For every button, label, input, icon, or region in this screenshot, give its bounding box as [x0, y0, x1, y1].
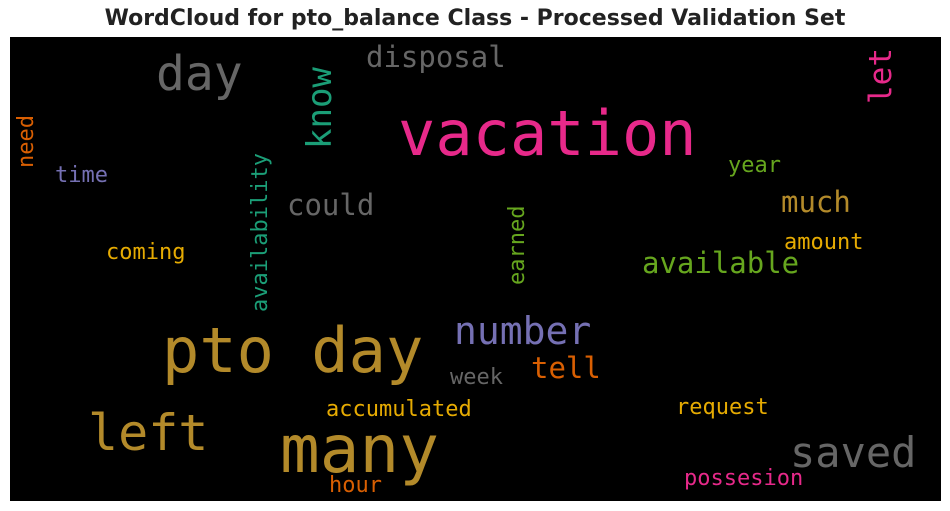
word-know: know	[300, 67, 340, 149]
word-vacation: vacation	[398, 97, 697, 170]
word-amount: amount	[784, 230, 864, 255]
chart-title: WordCloud for pto_balance Class - Proces…	[104, 6, 846, 31]
word-coming: coming	[106, 240, 186, 265]
word-available: available	[642, 246, 800, 280]
word-number: number	[454, 309, 592, 353]
word-much: much	[781, 185, 851, 219]
word-many: many	[280, 411, 439, 488]
word-request: request	[676, 395, 769, 420]
word-let: let	[863, 48, 899, 104]
word-hour: hour	[329, 473, 382, 498]
word-possesion: possesion	[684, 466, 804, 491]
word-tell: tell	[531, 351, 601, 385]
word-pto-day: pto day	[162, 314, 424, 387]
word-left: left	[88, 404, 209, 462]
word-availability: availability	[248, 153, 273, 312]
word-earned: earned	[505, 205, 530, 285]
word-week: week	[450, 365, 503, 390]
word-year: year	[728, 153, 781, 178]
word-saved: saved	[790, 428, 917, 477]
word-time: time	[55, 163, 108, 188]
word-accumulated: accumulated	[326, 397, 472, 422]
word-disposal: disposal	[366, 40, 506, 74]
word-could: could	[287, 188, 375, 222]
word-need: need	[14, 115, 39, 168]
word-day: day	[156, 46, 243, 102]
word-cloud: vacation pto day many left day know numb…	[10, 37, 941, 501]
